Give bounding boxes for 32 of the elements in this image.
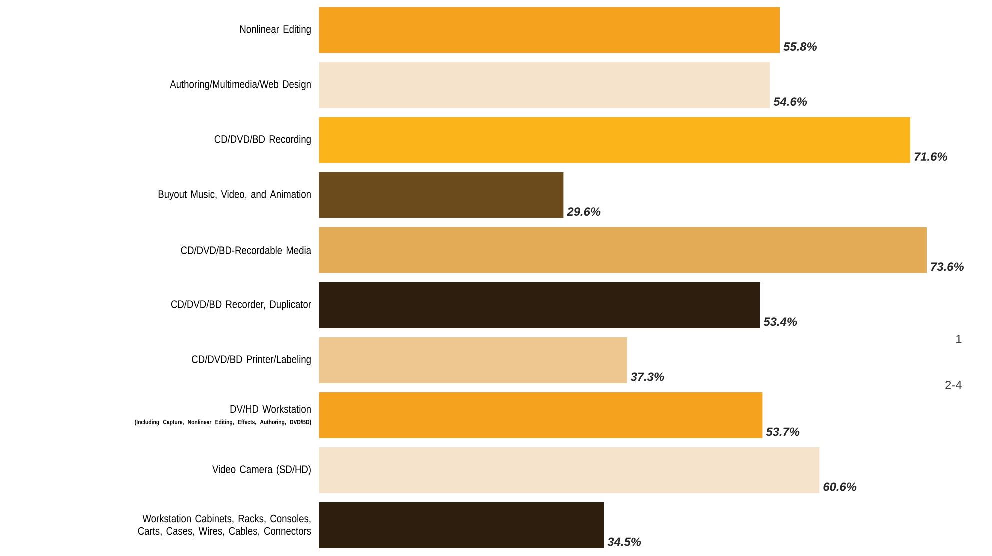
bar [319,228,927,274]
bar [319,502,604,549]
data-label: 53.4% [764,318,798,326]
text: 1 [956,335,962,344]
bar [319,117,910,164]
y-tick-label: CD/DVD/BD Recording [214,135,311,146]
bar [319,7,780,54]
data-label: 54.6% [774,98,808,106]
text: 2-4 [946,381,962,390]
y-tick-label: CD/DVD/BD-Recordable Media [181,246,312,255]
bar [319,448,820,494]
data-label: 34.5% [608,538,642,546]
bar [319,338,628,384]
data-label: 53.7% [766,428,800,436]
bar [319,282,760,328]
bar [319,392,763,439]
data-label: 71.6% [914,152,948,162]
y-tick-label: DV/HD Workstation [230,405,311,414]
bar [319,172,564,218]
y-tick-label: CD/DVD/BD Printer/Labeling [192,355,311,366]
data-label: 73.6% [931,262,964,272]
y-tick-label: Buyout Music, Video, and Animation [158,190,311,201]
data-label: 55.8% [784,42,818,52]
y-tick-label: Nonlinear Editing [240,25,311,36]
y-tick-label: Video Camera (SD/HD) [212,465,311,476]
y-tick-label: Authoring/Multimedia/Web Design [170,80,311,91]
data-label: 29.6% [567,208,601,216]
y-tick-label: Workstation Cabinets, Racks, Consoles, Carts, Cases, Wires, Cables, Connectors [138,514,312,536]
bar [319,62,770,108]
data-label: 37.3% [630,372,664,382]
data-label: 60.6% [824,482,857,492]
y-tick-label: CD/DVD/BD Recorder, Duplicator [171,300,312,311]
